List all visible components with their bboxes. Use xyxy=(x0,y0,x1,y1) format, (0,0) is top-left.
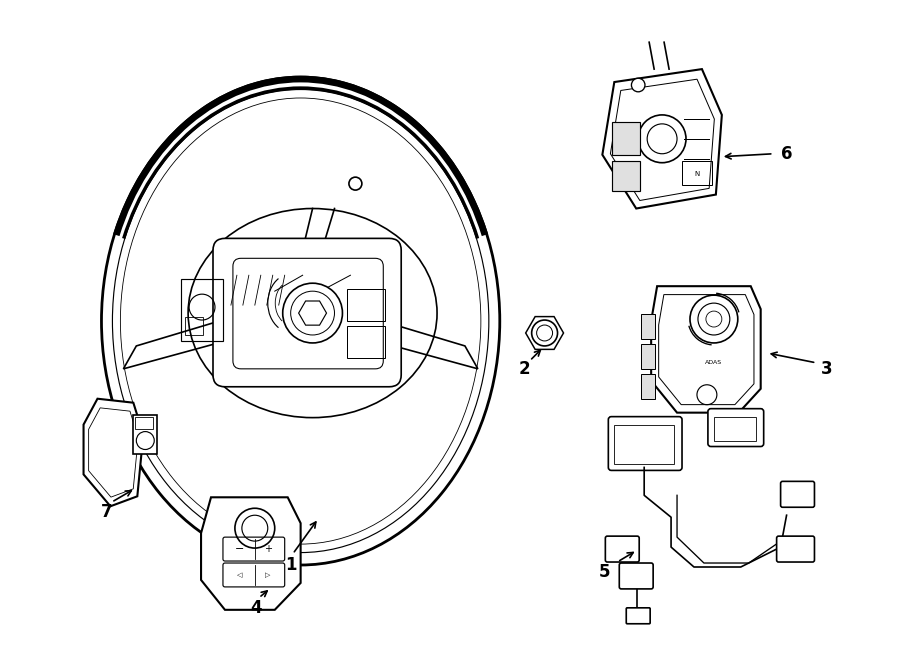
Polygon shape xyxy=(84,399,143,506)
FancyBboxPatch shape xyxy=(626,608,650,624)
Ellipse shape xyxy=(188,208,437,418)
Bar xyxy=(682,161,712,184)
FancyBboxPatch shape xyxy=(777,536,815,562)
Text: ADAS: ADAS xyxy=(706,360,723,366)
Bar xyxy=(641,374,655,399)
Bar xyxy=(347,289,385,321)
FancyBboxPatch shape xyxy=(780,481,814,507)
FancyBboxPatch shape xyxy=(619,563,653,589)
FancyBboxPatch shape xyxy=(213,239,401,387)
Circle shape xyxy=(235,508,274,548)
FancyBboxPatch shape xyxy=(608,416,682,471)
Polygon shape xyxy=(526,317,563,350)
Bar xyxy=(612,161,640,190)
Bar xyxy=(615,424,674,465)
Text: 6: 6 xyxy=(781,145,792,163)
Bar xyxy=(641,314,655,339)
Polygon shape xyxy=(299,301,327,325)
Circle shape xyxy=(690,295,738,343)
Bar xyxy=(181,279,223,341)
Text: 2: 2 xyxy=(519,360,530,378)
Polygon shape xyxy=(652,286,760,412)
Bar xyxy=(133,414,158,455)
Text: 5: 5 xyxy=(598,563,610,581)
Text: −: − xyxy=(235,544,245,554)
Text: N: N xyxy=(694,171,699,176)
Ellipse shape xyxy=(102,77,500,565)
Text: 3: 3 xyxy=(821,360,833,378)
Text: +: + xyxy=(264,544,272,554)
Text: 7: 7 xyxy=(101,503,112,522)
Bar xyxy=(714,416,756,440)
FancyBboxPatch shape xyxy=(708,408,764,447)
Circle shape xyxy=(283,283,343,343)
FancyBboxPatch shape xyxy=(606,536,639,562)
Bar xyxy=(347,326,385,358)
Bar xyxy=(641,344,655,369)
Text: ◁: ◁ xyxy=(238,572,243,578)
Bar xyxy=(612,122,640,155)
Circle shape xyxy=(632,78,645,92)
Text: ▷: ▷ xyxy=(266,572,271,578)
Text: 1: 1 xyxy=(285,556,296,574)
Bar xyxy=(185,317,203,335)
Circle shape xyxy=(532,320,557,346)
Polygon shape xyxy=(602,69,722,208)
Bar xyxy=(135,416,153,428)
Polygon shape xyxy=(201,497,301,610)
Text: 4: 4 xyxy=(250,599,262,617)
